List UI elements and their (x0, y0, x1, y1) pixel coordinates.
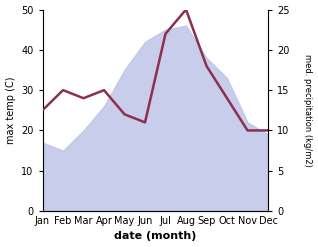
X-axis label: date (month): date (month) (114, 231, 197, 242)
Y-axis label: max temp (C): max temp (C) (5, 77, 16, 144)
Y-axis label: med. precipitation (kg/m2): med. precipitation (kg/m2) (303, 54, 313, 167)
